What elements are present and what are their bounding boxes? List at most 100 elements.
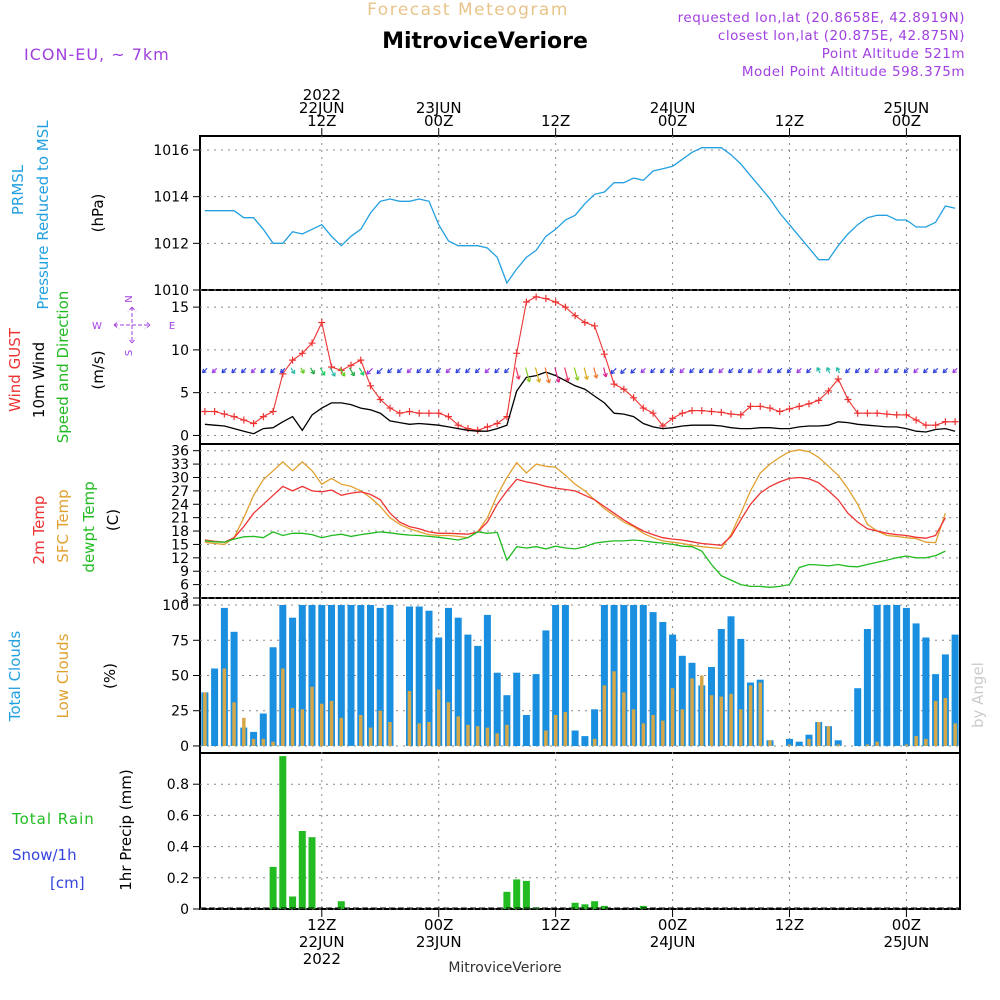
wind-direction-arrow [366,367,374,375]
total-cloud-bar [259,713,267,746]
total-cloud-bar [678,655,686,746]
gust-point [220,410,228,418]
gust-point [600,350,608,358]
gust-point [649,409,657,417]
total-cloud-bar [630,605,638,746]
time-label-top: 12Z [541,112,570,130]
wind-direction-arrow [620,367,627,375]
total-cloud-bar [406,606,413,746]
gust-point [844,396,852,404]
total-cloud-bar [367,605,374,746]
compass-east: E [169,321,175,332]
low-cloud-bar [729,693,733,746]
wind-direction-arrow [231,367,237,374]
total-cloud-bar [581,736,589,746]
wind-direction-arrow [893,367,900,374]
wind-direction-arrow [504,367,510,374]
time-label-bottom: 00Z [658,916,687,934]
wind-direction-arrow [348,367,355,377]
gust-point [230,413,238,421]
rain-bar [503,891,511,909]
time-label-bottom: 23JUN [416,933,462,951]
wind-direction-arrow [387,367,393,374]
y-tick-label: 1014 [153,190,189,206]
wind-direction-arrow [554,367,561,383]
wind-direction-arrow [932,367,939,374]
y-tick-label: 9 [180,564,189,580]
total-cloud-bar [337,605,345,746]
low-cloud-bar [943,698,948,746]
total-cloud-bar [912,623,920,746]
wind-direction-arrow [300,367,305,374]
gust-point [776,407,784,415]
wind-direction-arrow [593,367,599,379]
low-cloud-bar [320,703,324,746]
wind-direction-arrow [319,367,326,376]
gust-point [747,402,755,410]
y-tick-label: 1010 [153,283,189,299]
total-cloud-bar [834,740,842,746]
gust-point [581,319,589,327]
time-label-top: 25JUN [884,99,930,117]
wind-direction-arrow [329,367,336,377]
total-cloud-bar [737,638,745,746]
wind-direction-arrow [942,367,948,374]
wind-direction-arrow [737,367,744,374]
low-cloud-bar [203,692,207,746]
wind-direction-arrow [445,367,452,374]
total-cloud-bar [386,605,394,746]
gust-point [367,382,375,390]
rain-bar [289,896,297,909]
gust-point [708,407,716,415]
low-cloud-bar [651,715,655,746]
snow-unit-label: [cm] [50,874,85,892]
low-cloud-bar [690,678,694,746]
gust-point [922,421,930,429]
low-cloud-bar [807,738,811,746]
y-tick-label: 0 [180,739,189,755]
y-tick-label: 33 [171,457,189,473]
total-cloud-bar [415,606,423,746]
low-cloud-bar [631,709,636,746]
gust-point [571,312,579,320]
total-cloud-bar [513,672,521,746]
total-cloud-bar [308,605,316,746]
low-cloud-bar [475,726,480,746]
low-cloud-bar [700,675,704,746]
total-rain-label: Total Rain [11,810,95,828]
time-label-top: 12Z [775,112,804,130]
compass-west: W [92,321,102,332]
gust-point [211,407,219,415]
low-cloud-bar [222,668,227,746]
low-cloud-bar [407,691,412,746]
gust-point [522,298,530,306]
gust-point [454,421,462,429]
low-cloud-bar [914,736,918,746]
low-cloud-bar [836,744,840,746]
low-cloud-bar [437,689,441,746]
low-cloud-bar [446,702,451,746]
gust-point [308,339,316,347]
gust-point [357,356,365,364]
wind-direction-arrow [583,367,589,381]
watermark: by Angel [969,662,987,728]
pressure-msl-label: Pressure Reduced to MSL [34,120,52,310]
wind-direction-arrow [845,367,851,374]
wind-direction-arrow [211,367,218,374]
low-cloud-bar [817,722,821,746]
chart-marks [200,147,960,909]
total-cloud-bar [727,616,735,746]
model-point-altitude: Model Point Altitude 598.375m [742,64,965,80]
time-label-top: 00Z [424,112,453,130]
wind-direction-arrow [250,367,257,374]
time-label-bottom: 00Z [892,916,921,934]
low-cloud-bar [680,709,685,746]
time-label-bottom: 12Z [775,916,804,934]
wind-speed-direction-label: Speed and Direction [54,291,72,444]
gust-point [863,409,871,417]
low-cloud-bar [427,722,431,746]
total-cloud-bar [786,738,793,746]
wind-direction-arrow [406,367,413,374]
low-clouds-label: Low Clouds [54,633,72,718]
